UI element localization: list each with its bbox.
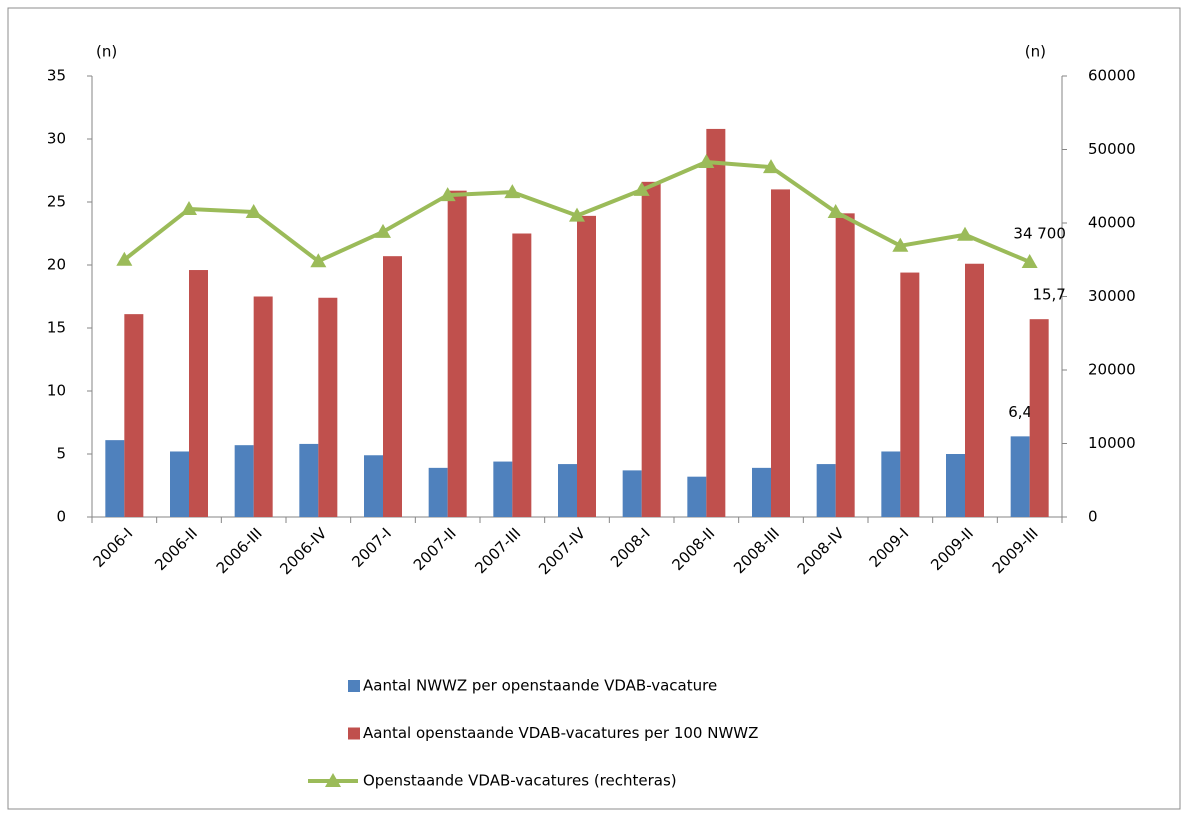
y-tick-label: 15 [47, 319, 66, 337]
y2-tick-label: 60000 [1088, 67, 1136, 85]
data-label: 6,4 [1008, 403, 1032, 421]
bar [900, 272, 920, 517]
marker [827, 203, 844, 218]
bar [299, 443, 319, 517]
bar [946, 454, 965, 517]
marker [181, 201, 197, 216]
marker [439, 187, 456, 202]
bar [234, 445, 254, 517]
marker [504, 184, 521, 199]
bar [512, 233, 532, 517]
bar [622, 470, 642, 517]
bar [965, 263, 984, 517]
marker [245, 203, 262, 218]
bar [364, 455, 383, 517]
bar [189, 270, 208, 517]
bar [253, 296, 273, 517]
bar [706, 128, 726, 518]
bar [641, 181, 661, 517]
legend-label: Aantal openstaande VDAB-vacatures per 10… [363, 724, 758, 742]
bar [835, 213, 855, 517]
y-axis-label: (n) [96, 43, 117, 61]
marker [633, 181, 650, 196]
y2-tick-label: 30000 [1088, 287, 1136, 305]
bar [816, 464, 836, 517]
bar [428, 467, 448, 517]
bar [170, 451, 189, 517]
bar [577, 215, 596, 518]
bar [752, 467, 771, 517]
legend-swatch [348, 680, 360, 692]
y2-tick-label: 0 [1088, 508, 1098, 526]
bar [1029, 319, 1049, 517]
bar [447, 190, 467, 517]
bar [881, 451, 901, 517]
y-tick-label: 20 [47, 256, 66, 274]
bar [383, 256, 402, 517]
y-tick-label: 0 [56, 508, 66, 526]
bar [105, 440, 125, 517]
marker [892, 237, 909, 252]
marker [375, 223, 391, 238]
bar [493, 461, 513, 517]
bar [687, 476, 707, 517]
legend-swatch [325, 773, 341, 787]
y2-tick-label: 20000 [1088, 361, 1136, 379]
bar [771, 189, 790, 517]
bar [124, 314, 144, 517]
marker [310, 253, 327, 268]
bar [558, 464, 577, 517]
y2-tick-label: 40000 [1088, 214, 1136, 232]
marker [957, 226, 973, 241]
bar [318, 297, 338, 517]
y2-tick-label: 10000 [1088, 434, 1136, 452]
y-tick-label: 10 [47, 382, 66, 400]
y2-axis-label: (n) [1025, 43, 1046, 61]
legend-label: Openstaande VDAB-vacatures (rechteras) [363, 772, 677, 790]
y-tick-label: 35 [47, 67, 66, 85]
legend-label: Aantal NWWZ per openstaande VDAB-vacatur… [363, 677, 717, 695]
y2-tick-label: 50000 [1088, 140, 1136, 158]
marker [698, 153, 715, 168]
y-tick-label: 30 [47, 130, 66, 148]
marker [1021, 253, 1038, 268]
data-label: 15,7 [1032, 286, 1065, 304]
y-tick-label: 25 [47, 193, 66, 211]
data-label: 34 700 [1013, 224, 1066, 242]
bar [1010, 436, 1030, 517]
y-tick-label: 5 [56, 445, 66, 463]
marker [569, 207, 585, 222]
marker [116, 251, 133, 266]
marker [763, 159, 779, 174]
legend-swatch [348, 727, 360, 740]
